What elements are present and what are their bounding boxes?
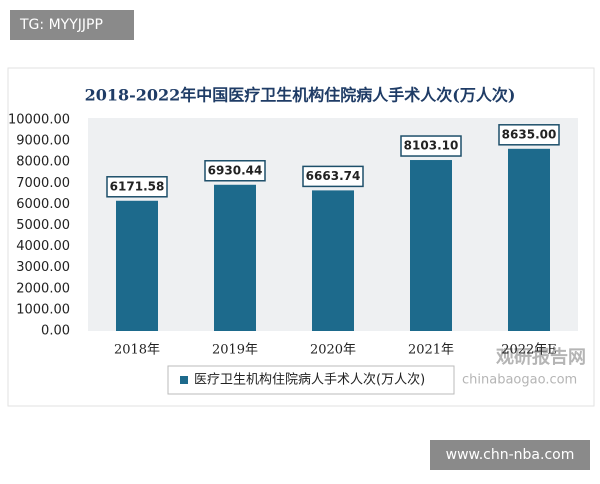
header-tag: TG: MYYJJPP (19, 17, 103, 33)
y-tick-label: 4000.00 (16, 239, 70, 254)
bar (508, 148, 550, 331)
y-tick-label: 0.00 (41, 324, 70, 339)
value-label: 6171.58 (110, 179, 165, 193)
footer-box (430, 440, 590, 470)
value-label-box (106, 176, 168, 198)
y-tick-label: 3000.00 (16, 260, 70, 275)
legend-swatch (180, 376, 188, 384)
y-tick-label: 7000.00 (16, 176, 70, 191)
y-tick-label: 2000.00 (16, 281, 70, 296)
y-tick-label: 6000.00 (16, 197, 70, 212)
footer-tag: www.chn-nba.com (446, 447, 575, 463)
value-label: 6663.74 (306, 169, 361, 183)
watermark-name: 观研报告网 (496, 346, 586, 368)
y-tick-label: 9000.00 (16, 134, 70, 149)
y-tick-label: 8000.00 (16, 155, 70, 170)
x-tick-label: 2021年 (408, 343, 454, 358)
bar (116, 200, 158, 331)
y-tick-label: 10000.00 (8, 113, 70, 128)
x-tick-label: 2022年E (501, 343, 557, 358)
x-tick-label: 2018年 (114, 343, 160, 358)
bar (312, 190, 354, 331)
value-label: 8635.00 (502, 127, 557, 141)
legend-box (167, 365, 455, 395)
chart-title: 2018-2022年中国医疗卫生机构住院病人手术人次(万人次) (85, 86, 516, 105)
value-label-box (498, 124, 560, 146)
x-tick-label: 2019年 (212, 343, 258, 358)
y-tick-label: 1000.00 (16, 302, 70, 317)
value-label-box (204, 160, 266, 182)
value-label-box (400, 135, 462, 157)
bar (410, 160, 452, 331)
value-label: 6930.44 (208, 163, 263, 177)
bar (214, 184, 256, 331)
y-tick-label: 5000.00 (16, 218, 70, 233)
tag-box (10, 10, 134, 40)
value-label-box (302, 165, 364, 188)
watermark-url: chinabaogao.com (462, 373, 577, 388)
value-label: 8103.10 (404, 139, 459, 153)
legend-label: 医疗卫生机构住院病人手术人次(万人次) (194, 372, 425, 388)
x-tick-label: 2020年 (310, 343, 356, 358)
